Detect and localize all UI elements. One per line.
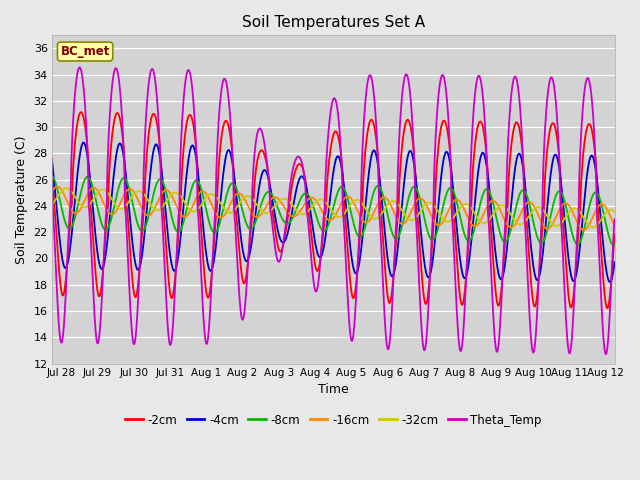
-4cm [611, 259, 618, 265]
-2cm [600, 282, 607, 288]
-4cm [48, 159, 56, 165]
Line: -4cm: -4cm [52, 143, 614, 282]
-4cm [600, 246, 607, 252]
-2cm [146, 123, 154, 129]
-16cm [48, 189, 56, 194]
-2cm [289, 181, 296, 187]
Theta_Temp [611, 216, 618, 222]
-16cm [600, 202, 608, 208]
Line: -8cm: -8cm [52, 176, 614, 245]
-16cm [580, 227, 588, 233]
-2cm [264, 168, 272, 173]
-32cm [540, 207, 547, 213]
-32cm [600, 213, 608, 218]
-4cm [289, 208, 296, 214]
Theta_Temp [289, 169, 296, 175]
Theta_Temp [113, 66, 120, 72]
-16cm [264, 201, 272, 206]
Theta_Temp [146, 73, 154, 79]
-16cm [611, 223, 618, 228]
-4cm [540, 248, 547, 253]
Line: Theta_Temp: Theta_Temp [52, 67, 614, 354]
-32cm [146, 200, 154, 206]
-32cm [113, 203, 120, 209]
-8cm [48, 173, 56, 179]
-32cm [48, 201, 56, 207]
Theta_Temp [264, 169, 272, 175]
-4cm [606, 279, 614, 285]
-16cm [113, 208, 120, 214]
-32cm [289, 202, 296, 208]
X-axis label: Time: Time [318, 383, 349, 396]
Theta_Temp [540, 171, 547, 177]
-8cm [112, 195, 120, 201]
-32cm [63, 185, 70, 191]
-16cm [540, 222, 547, 228]
-2cm [77, 109, 85, 115]
Line: -32cm: -32cm [52, 188, 614, 228]
-8cm [600, 210, 607, 216]
-32cm [264, 210, 272, 216]
-4cm [79, 140, 87, 145]
-16cm [289, 214, 296, 219]
Text: BC_met: BC_met [60, 45, 110, 58]
-8cm [539, 239, 547, 245]
Theta_Temp [600, 338, 607, 344]
-2cm [611, 231, 618, 237]
-4cm [264, 174, 272, 180]
-16cm [146, 212, 154, 218]
-2cm [604, 305, 611, 311]
Line: -16cm: -16cm [52, 186, 614, 230]
-4cm [146, 177, 154, 182]
Legend: -2cm, -4cm, -8cm, -16cm, -32cm, Theta_Temp: -2cm, -4cm, -8cm, -16cm, -32cm, Theta_Te… [120, 409, 547, 431]
-8cm [288, 216, 296, 222]
-2cm [540, 216, 547, 222]
Theta_Temp [76, 64, 83, 70]
-32cm [611, 209, 618, 215]
-8cm [610, 242, 618, 248]
-2cm [113, 111, 120, 117]
-2cm [48, 155, 56, 161]
-8cm [611, 242, 618, 248]
-4cm [113, 152, 120, 157]
-16cm [54, 183, 61, 189]
Y-axis label: Soil Temperature (C): Soil Temperature (C) [15, 135, 28, 264]
-32cm [589, 225, 597, 230]
Line: -2cm: -2cm [52, 112, 614, 308]
-8cm [146, 209, 154, 215]
-8cm [264, 189, 271, 195]
Theta_Temp [602, 351, 610, 357]
Theta_Temp [48, 176, 56, 181]
Title: Soil Temperatures Set A: Soil Temperatures Set A [242, 15, 425, 30]
